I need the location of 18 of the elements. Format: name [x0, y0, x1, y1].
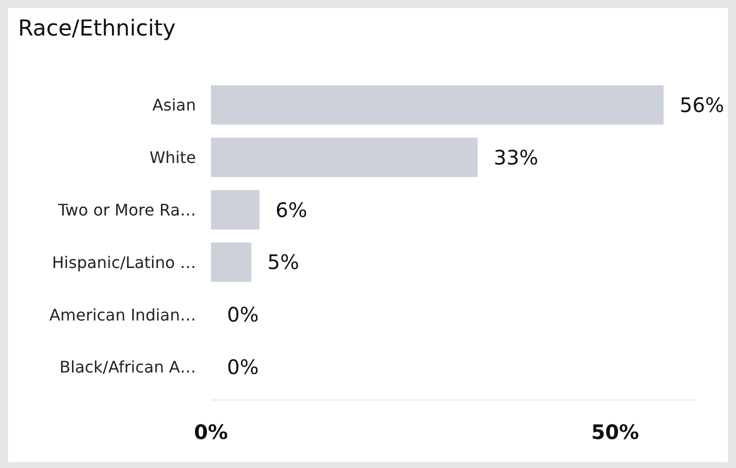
data-label: 0%	[227, 355, 259, 380]
data-label: 0%	[227, 302, 259, 327]
y-tick-label: White	[149, 148, 196, 167]
chart-title: Race/Ethnicity	[18, 16, 176, 42]
y-tick-label: Hispanic/Latino …	[52, 252, 196, 272]
y-tick-label: Black/African A…	[60, 358, 196, 377]
y-tick-label: Two or More Ra…	[57, 200, 196, 220]
data-label: 6%	[276, 198, 308, 222]
bar	[211, 190, 260, 230]
bar	[211, 242, 252, 282]
data-label: 33%	[494, 145, 538, 170]
data-label: 5%	[267, 250, 300, 274]
y-tick-label: Asian	[152, 96, 196, 115]
bar	[211, 85, 664, 125]
data-label: 56%	[680, 92, 724, 117]
x-tick-label: 50%	[591, 420, 640, 444]
bar	[211, 138, 478, 178]
y-tick-label: American Indian…	[49, 305, 196, 324]
